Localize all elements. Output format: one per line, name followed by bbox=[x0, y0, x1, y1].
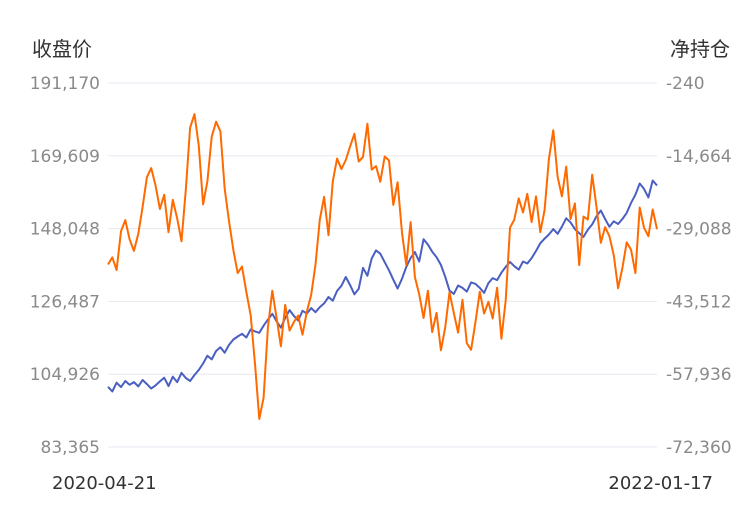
closing-price-line bbox=[107, 179, 658, 393]
left-tick-label: 169,609 bbox=[30, 147, 100, 167]
right-axis-title: 净持仓 bbox=[670, 37, 730, 61]
left-tick-label: 83,365 bbox=[41, 438, 100, 458]
right-tick-label: -43,512 bbox=[666, 292, 732, 312]
left-tick-label: 148,048 bbox=[30, 220, 100, 240]
right-tick-label: -14,664 bbox=[666, 147, 732, 167]
series-lines bbox=[107, 113, 658, 420]
right-axis-ticks: -240 -14,664 -29,088 -43,512 -57,936 -72,360 bbox=[666, 74, 732, 458]
x-axis-end-label: 2022-01-17 bbox=[608, 473, 713, 494]
right-tick-label: -240 bbox=[666, 74, 705, 94]
left-tick-label: 126,487 bbox=[30, 292, 100, 312]
right-tick-label: -57,936 bbox=[666, 365, 732, 385]
left-axis-ticks: 191,170 169,609 148,048 126,487 104,926 83,36… bbox=[30, 74, 100, 458]
left-tick-label: 191,170 bbox=[30, 74, 100, 94]
left-tick-label: 104,926 bbox=[30, 365, 100, 385]
net-position-line bbox=[107, 113, 658, 420]
right-tick-label: -29,088 bbox=[666, 220, 732, 240]
x-axis-start-label: 2020-04-21 bbox=[52, 473, 157, 494]
right-tick-label: -72,360 bbox=[666, 438, 732, 458]
left-axis-title: 收盘价 bbox=[32, 37, 92, 61]
